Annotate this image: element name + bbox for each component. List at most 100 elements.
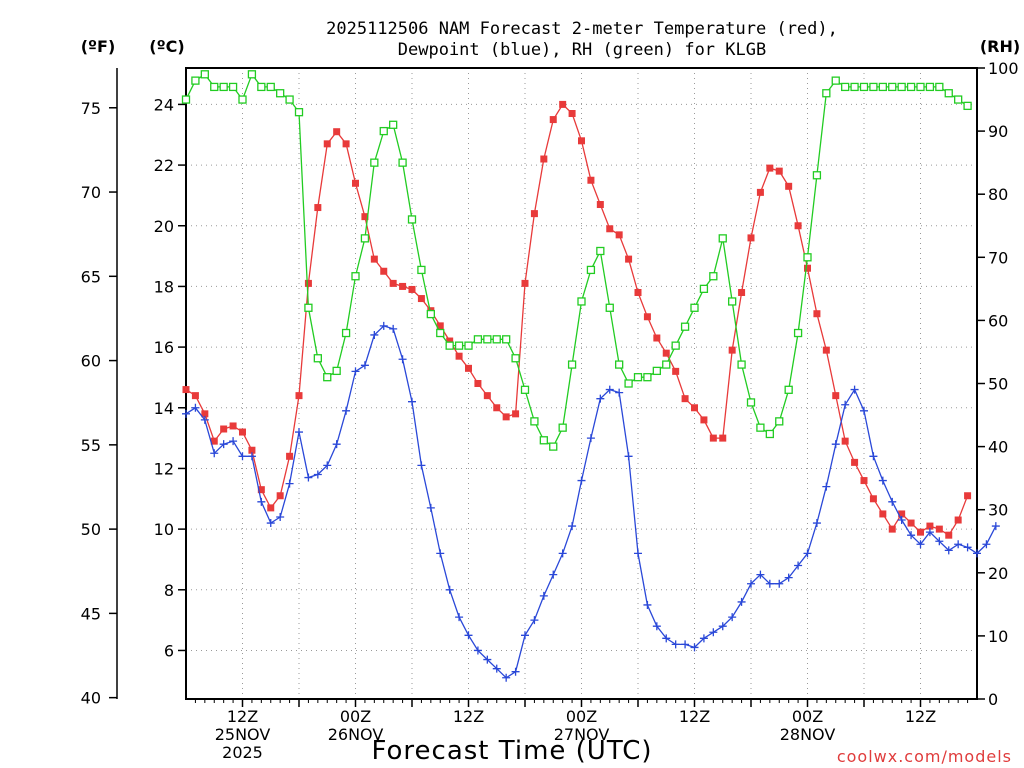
temperature-point — [361, 213, 369, 221]
temperature-point — [304, 279, 312, 287]
celsius-tick-label: 10 — [154, 520, 174, 539]
rh-point — [191, 76, 200, 85]
x-tick-label: 00Z — [566, 707, 597, 726]
rh-point — [351, 272, 360, 281]
dewpoint-point — [304, 473, 313, 482]
dewpoint-point — [860, 406, 868, 415]
celsius-tick-label: 20 — [154, 217, 174, 236]
celsius-tick-label: 12 — [154, 459, 174, 478]
rh-point — [803, 253, 812, 262]
series-temperature — [182, 100, 972, 539]
dewpoint-point — [690, 643, 699, 652]
rh-point — [276, 89, 285, 98]
rh-tick-label: 100 — [988, 59, 1019, 78]
celsius-tick-label: 22 — [154, 156, 174, 175]
rh-point — [916, 82, 925, 92]
dewpoint-point — [850, 385, 859, 394]
dewpoint-point — [624, 452, 633, 461]
dewpoint-point — [285, 479, 294, 488]
temperature-point — [747, 234, 755, 242]
dewpoint-point — [238, 452, 247, 461]
temperature-point — [907, 519, 915, 527]
rh-point — [812, 171, 822, 180]
dewpoint-point — [521, 631, 529, 640]
temperature-point — [662, 349, 670, 357]
dewpoint-point — [295, 428, 303, 437]
rh-point — [313, 354, 322, 363]
rh-point — [567, 360, 577, 369]
rh-point — [699, 284, 709, 294]
rh-point — [831, 76, 840, 85]
temperature-point — [634, 288, 642, 296]
dewpoint-point — [794, 561, 803, 570]
rh-point — [464, 341, 473, 350]
rh-point — [502, 335, 511, 344]
dewpoint-point — [973, 549, 981, 558]
dewpoint-point — [709, 628, 718, 637]
rh-point — [652, 366, 661, 376]
rh-point — [454, 341, 464, 350]
x-axis-title: Forecast Time (UTC) — [371, 736, 652, 766]
rh-tick-label: 90 — [988, 122, 1008, 141]
rh-point — [332, 366, 341, 376]
dewpoint-point — [652, 622, 661, 631]
temperature-point — [191, 392, 199, 400]
x-tick-label: 00Z — [340, 707, 371, 726]
rh-point — [483, 335, 492, 344]
dewpoint-point — [878, 476, 887, 485]
temperature-point — [917, 528, 924, 536]
temperature-point — [446, 337, 454, 345]
rh-point — [228, 82, 238, 92]
dewpoint-point — [699, 634, 708, 643]
dewpoint-point — [276, 512, 285, 521]
fahrenheit-tick-label: 55 — [81, 436, 101, 455]
temperature-point — [898, 510, 906, 518]
dewpoint-point — [464, 631, 473, 640]
celsius-tick-label: 8 — [164, 581, 174, 600]
rh-point — [822, 89, 831, 98]
credit-text: coolwx.com/models — [837, 747, 1012, 766]
grid-lines — [186, 68, 977, 699]
dewpoint-point — [511, 667, 520, 676]
rh-point — [954, 95, 963, 104]
temperature-point — [530, 210, 538, 218]
rh-tick-label: 30 — [988, 501, 1008, 520]
rh-point — [784, 385, 793, 394]
dewpoint-point — [841, 400, 850, 409]
dewpoint-point — [737, 597, 746, 606]
dewpoint-point — [549, 570, 558, 579]
rh-point — [878, 82, 887, 92]
dewpoint-point — [954, 540, 963, 549]
rh-tick-label: 0 — [988, 690, 998, 709]
chart-title-line1: 2025112506 NAM Forecast 2-meter Temperat… — [326, 19, 838, 39]
dewpoint-point — [342, 406, 351, 415]
temperature-point — [926, 522, 934, 530]
temperature-point — [879, 510, 887, 518]
temperature-point — [794, 222, 802, 230]
axes: 40 45 50 55 60 65 70 75 6 8 10 12 14 16 18 20 22 24 0 10 20 3… — [81, 59, 1019, 762]
rh-point — [407, 215, 417, 224]
rh-point — [294, 108, 304, 117]
temperature-point — [888, 525, 896, 533]
rh-point — [200, 70, 209, 79]
temperature-point — [474, 380, 482, 387]
temperature-point — [719, 434, 727, 442]
rh-point — [370, 158, 379, 167]
dewpoint-point — [784, 573, 793, 582]
rh-point — [906, 82, 916, 92]
rh-point — [775, 417, 784, 426]
temperature-point — [352, 179, 359, 187]
rh-point — [869, 82, 878, 92]
dewpoint-point — [671, 640, 680, 649]
temperature-point — [643, 313, 651, 321]
dewpoint-point — [944, 546, 953, 555]
dewpoint-point — [812, 519, 821, 528]
temperature-point — [286, 452, 294, 460]
rh-point — [426, 309, 435, 319]
rh-point — [492, 335, 501, 344]
temperature-point — [775, 167, 783, 175]
temperature-point — [851, 458, 859, 466]
rh-point — [530, 417, 539, 426]
rh-point — [210, 82, 219, 92]
dewpoint-point — [558, 549, 567, 558]
